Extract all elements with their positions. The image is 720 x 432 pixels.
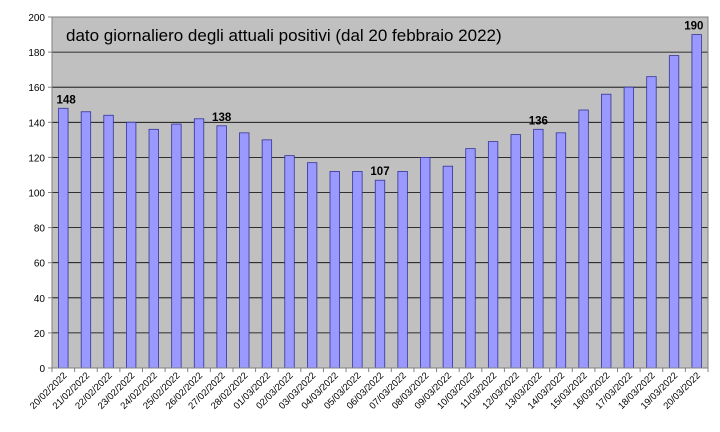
bar <box>148 128 159 369</box>
bar <box>306 162 318 369</box>
y-tick-label: 20 <box>34 329 46 340</box>
bar <box>80 111 92 369</box>
y-tick-label: 140 <box>28 118 45 129</box>
bar <box>646 76 657 369</box>
bar <box>171 123 182 369</box>
bar <box>329 171 340 369</box>
data-label: 136 <box>529 115 548 127</box>
bar <box>103 114 114 369</box>
bar <box>510 134 521 369</box>
bar <box>239 132 250 369</box>
y-tick-label: 180 <box>28 48 45 59</box>
bar <box>374 179 386 369</box>
plot-border <box>51 16 709 369</box>
chart-title: dato giornaliero degli attuali positivi … <box>66 26 502 45</box>
y-tick-label: 200 <box>28 13 45 24</box>
bar <box>533 128 544 369</box>
bar <box>193 118 205 369</box>
data-label: 148 <box>57 94 77 106</box>
y-tick-label: 40 <box>34 294 46 305</box>
y-tick-label: 160 <box>28 83 45 94</box>
bar <box>555 132 567 369</box>
bar <box>487 141 499 369</box>
bar <box>420 156 431 369</box>
bar <box>126 121 137 369</box>
bar <box>58 107 69 369</box>
y-tick-label: 0 <box>39 364 45 375</box>
y-tick-label: 60 <box>34 259 46 270</box>
data-label: 138 <box>212 112 232 124</box>
bar <box>442 165 454 369</box>
y-tick-label: 120 <box>28 153 45 164</box>
data-labels: 148 138 107 136 190 <box>57 21 704 179</box>
bar <box>284 155 295 369</box>
y-tick-label: 100 <box>28 189 45 200</box>
bar <box>465 148 476 369</box>
data-label: 107 <box>370 166 389 178</box>
y-tick-label: 80 <box>34 224 46 235</box>
bar <box>397 171 408 369</box>
bar <box>578 109 589 369</box>
bars <box>58 34 702 369</box>
bar <box>623 86 634 369</box>
bar <box>352 171 363 369</box>
bar <box>601 93 612 369</box>
data-label: 190 <box>684 21 703 33</box>
bar <box>691 34 702 369</box>
bar <box>216 125 227 369</box>
bar <box>261 139 273 369</box>
bar <box>668 55 680 369</box>
